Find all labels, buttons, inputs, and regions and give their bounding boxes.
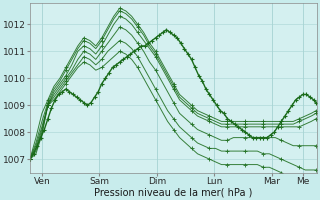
- X-axis label: Pression niveau de la mer( hPa ): Pression niveau de la mer( hPa ): [94, 187, 253, 197]
